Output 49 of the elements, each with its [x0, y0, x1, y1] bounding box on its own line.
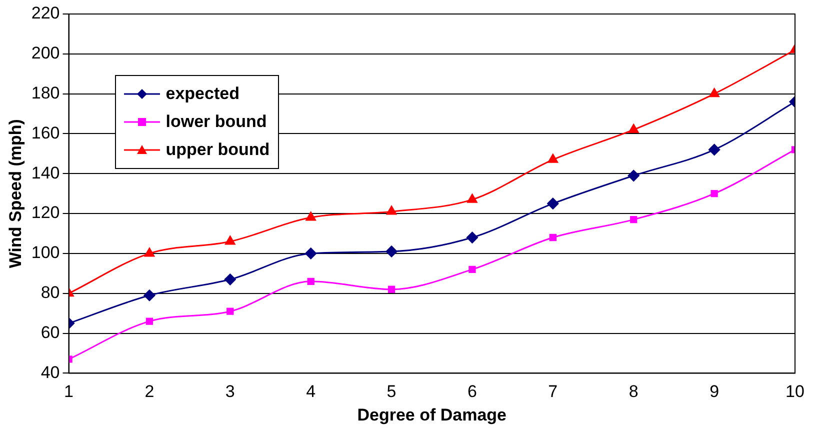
- x-tick-label: 2: [144, 382, 154, 402]
- y-axis-title: Wind Speed (mph): [6, 119, 25, 268]
- y-tick-label: 60: [40, 322, 60, 342]
- legend-label: lower bound: [166, 112, 267, 132]
- point: [708, 144, 720, 156]
- point: [630, 216, 638, 224]
- y-tick-label: 100: [31, 243, 60, 262]
- point: [307, 278, 314, 285]
- point: [388, 286, 396, 293]
- x-tick-label: 4: [306, 382, 316, 402]
- x-tick-label: 5: [386, 382, 396, 402]
- y-tick-label: 80: [40, 283, 60, 302]
- point: [467, 194, 478, 203]
- y-tick-label: 160: [31, 123, 60, 142]
- y-tick-label: 120: [31, 203, 60, 222]
- point: [549, 234, 556, 242]
- point: [466, 232, 478, 244]
- legend-label: expected: [166, 84, 240, 104]
- y-tick-label: 220: [31, 4, 60, 23]
- legend-label: upper bound: [166, 140, 270, 160]
- y-tick-label: 40: [40, 362, 60, 382]
- point: [468, 266, 476, 274]
- y-tick-label: 180: [31, 84, 60, 103]
- point: [224, 274, 236, 286]
- x-tick-label: 8: [628, 382, 638, 402]
- point: [144, 248, 155, 257]
- point: [709, 88, 720, 98]
- point: [710, 190, 718, 198]
- point: [306, 212, 316, 221]
- x-tick-label: 3: [225, 382, 235, 402]
- x-tick-label: 9: [710, 382, 720, 402]
- point: [548, 154, 558, 163]
- x-tick-label: 1: [64, 382, 74, 402]
- x-tick-label: 7: [548, 382, 558, 402]
- x-tick-label: 6: [467, 382, 477, 402]
- point: [305, 248, 317, 260]
- point: [146, 318, 154, 325]
- point: [547, 198, 559, 210]
- x-axis-title: Degree of Damage: [357, 405, 507, 424]
- y-tick-label: 200: [31, 44, 60, 63]
- y-tick-label: 140: [31, 163, 60, 182]
- point: [386, 206, 397, 215]
- point: [628, 124, 639, 133]
- point: [144, 290, 156, 302]
- point: [226, 308, 234, 315]
- point: [225, 236, 236, 245]
- point: [628, 170, 640, 182]
- point: [386, 246, 398, 258]
- x-tick-label: 10: [786, 382, 804, 402]
